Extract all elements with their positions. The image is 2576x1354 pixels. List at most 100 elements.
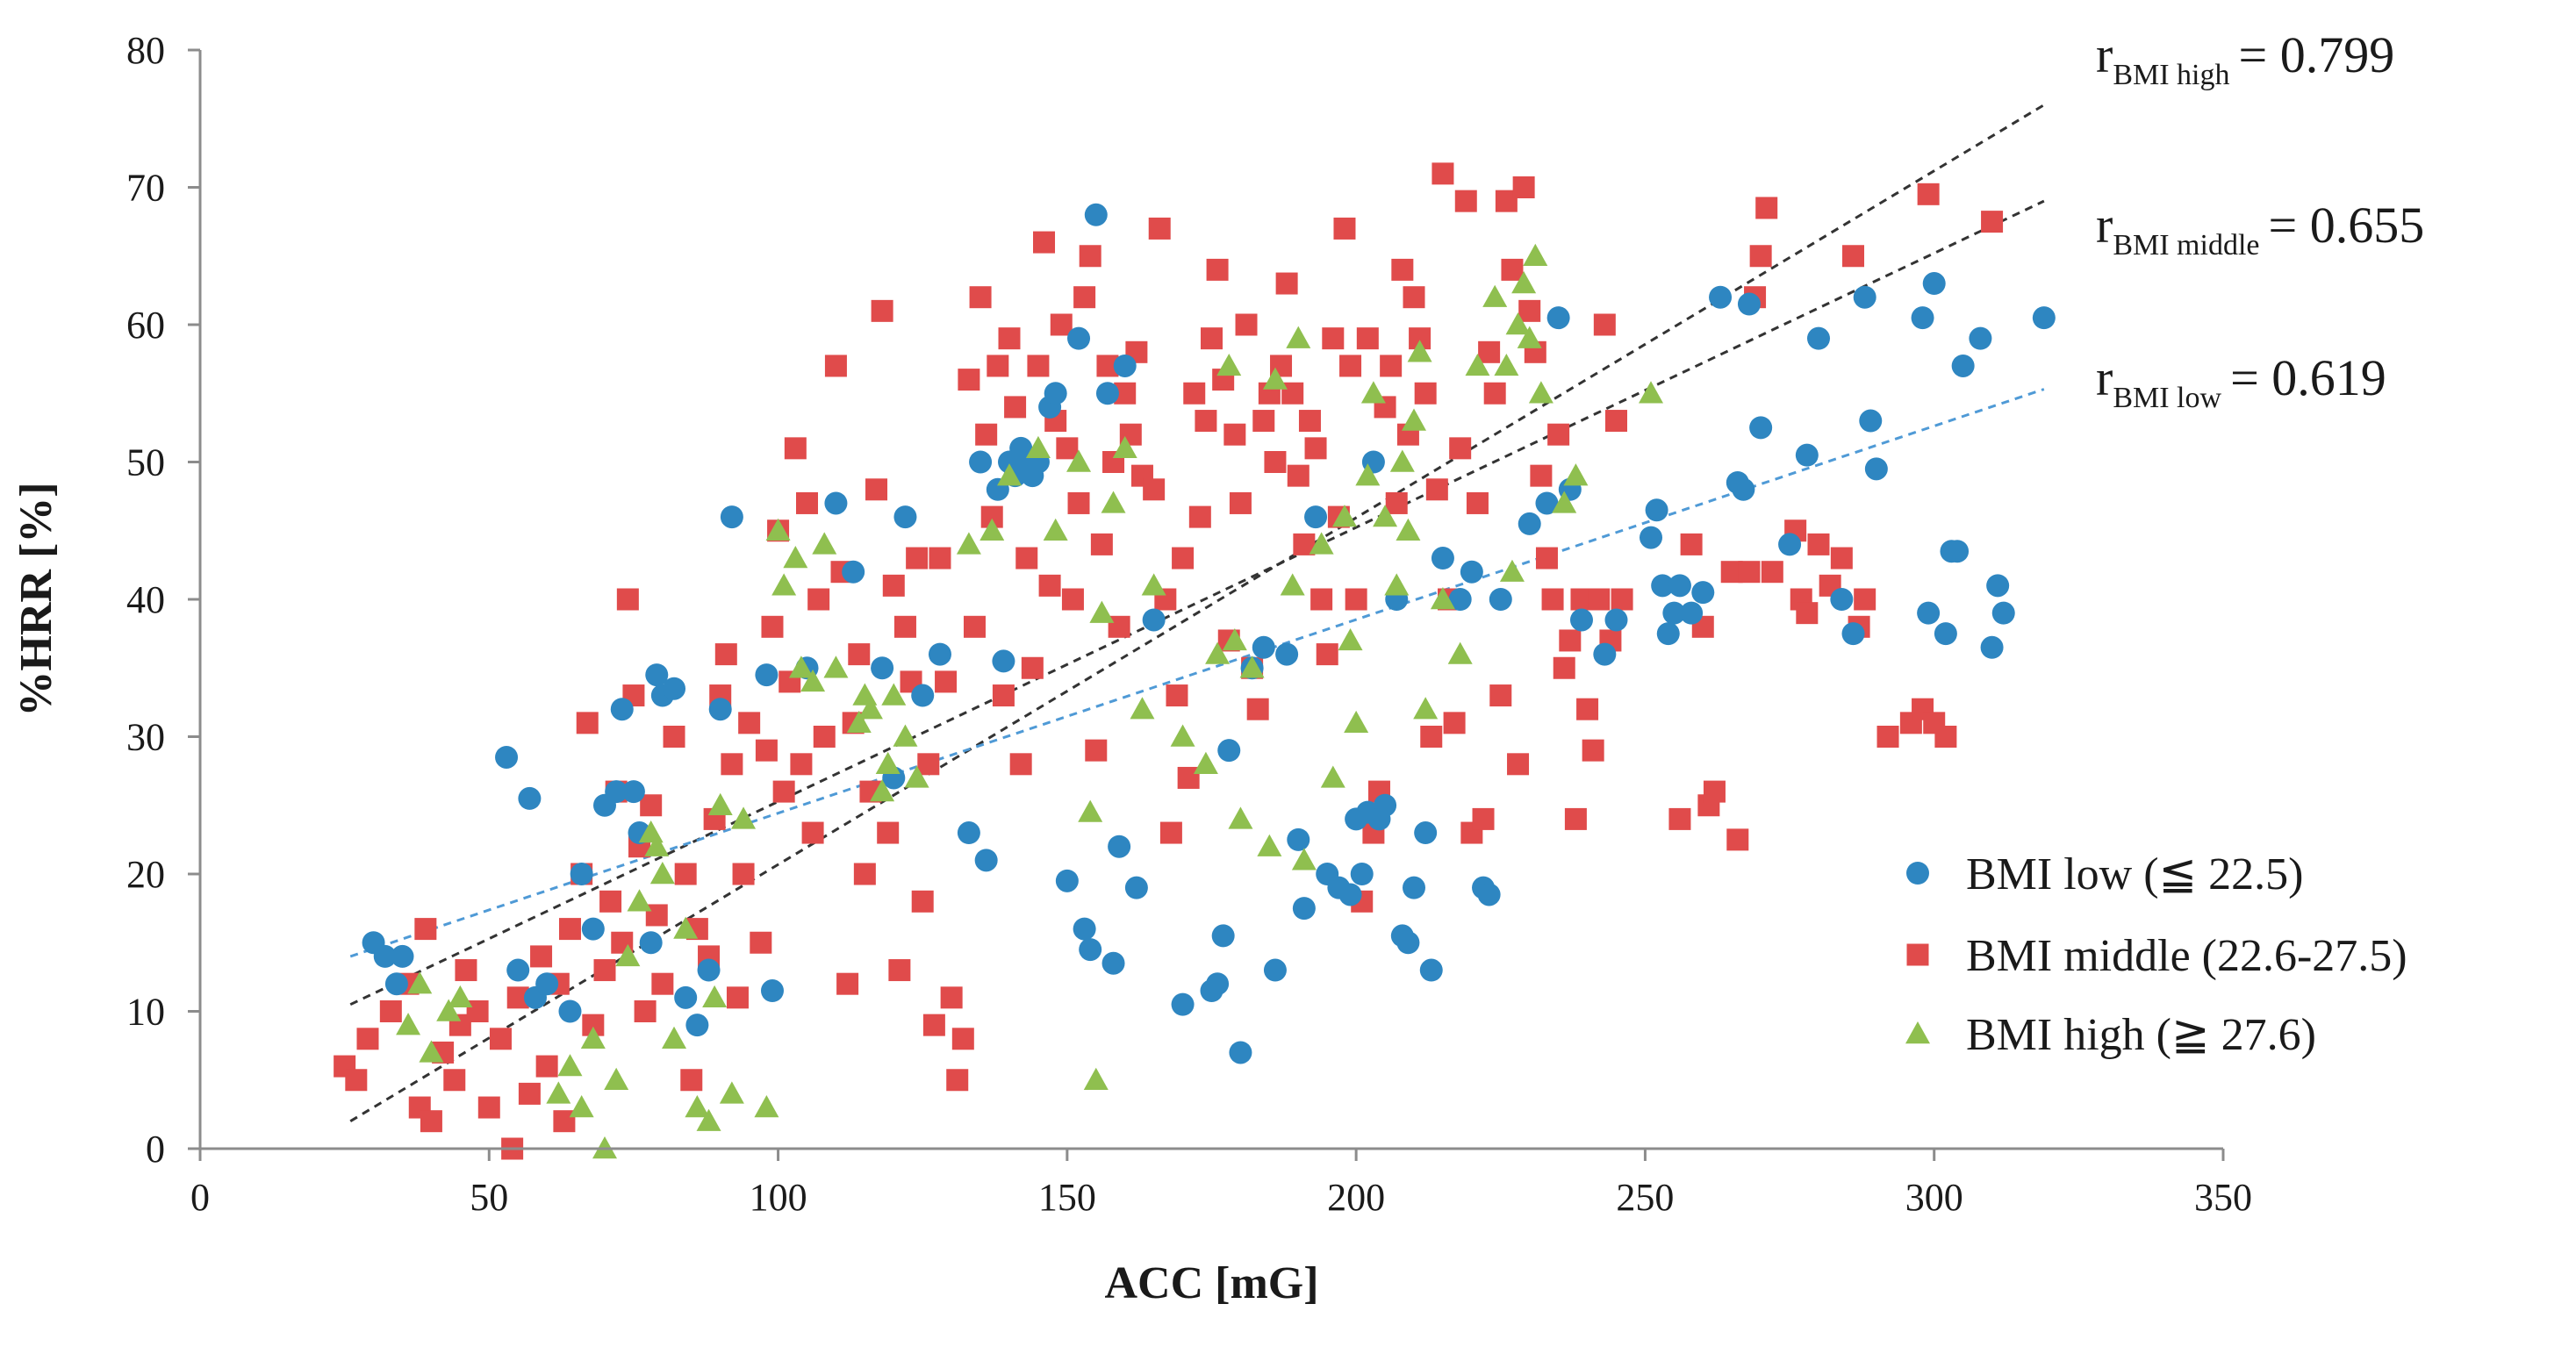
point-middle xyxy=(1466,491,1489,514)
point-low xyxy=(1546,306,1570,330)
point-middle xyxy=(1235,313,1258,336)
point-middle xyxy=(1830,547,1853,570)
point-middle xyxy=(813,726,836,748)
point-low xyxy=(1252,635,1275,659)
x-tick-label: 0 xyxy=(190,1176,210,1219)
point-high xyxy=(1447,641,1473,664)
point-low xyxy=(1656,622,1680,646)
point-low xyxy=(1073,917,1096,941)
point-low xyxy=(1067,326,1091,350)
point-middle xyxy=(1275,272,1298,295)
point-low xyxy=(1079,938,1102,962)
point-middle xyxy=(1432,162,1454,185)
point-low xyxy=(708,698,732,721)
point-low xyxy=(1911,306,1934,330)
point-middle xyxy=(1067,491,1090,514)
point-middle xyxy=(455,959,477,982)
point-high xyxy=(662,1026,687,1049)
point-high xyxy=(857,697,883,720)
point-low xyxy=(1737,292,1761,316)
y-tick-label: 10 xyxy=(126,991,165,1034)
point-middle xyxy=(1143,478,1166,501)
point-low xyxy=(824,491,848,515)
point-middle xyxy=(1195,410,1217,433)
point-middle xyxy=(1038,574,1061,597)
point-middle xyxy=(1021,656,1044,679)
point-high xyxy=(870,779,895,802)
point-low xyxy=(1350,863,1374,885)
point-middle xyxy=(1073,286,1096,309)
point-low xyxy=(645,663,669,687)
point-middle xyxy=(1304,437,1327,460)
point-middle xyxy=(969,286,992,309)
point-middle xyxy=(992,684,1015,707)
point-middle xyxy=(1246,698,1269,720)
point-middle xyxy=(1050,313,1073,336)
point-middle xyxy=(1403,286,1425,309)
point-low xyxy=(1113,354,1137,377)
point-low xyxy=(1864,457,1888,481)
point-high xyxy=(1170,724,1195,747)
point-high xyxy=(1066,449,1092,472)
y-tick-label: 30 xyxy=(126,716,165,759)
point-middle xyxy=(530,945,553,968)
point-middle xyxy=(1027,355,1050,377)
r-symbol: r xyxy=(2096,26,2113,83)
x-tick-label: 300 xyxy=(1905,1176,1963,1219)
point-middle xyxy=(1166,684,1188,707)
point-middle xyxy=(477,1096,500,1119)
point-low xyxy=(1980,635,2004,659)
point-middle xyxy=(1056,437,1079,460)
point-low xyxy=(720,505,743,529)
point-middle xyxy=(1009,753,1032,776)
point-high xyxy=(1389,449,1415,472)
point-high xyxy=(1101,491,1126,513)
point-middle xyxy=(1535,547,1558,570)
point-middle xyxy=(755,739,778,762)
point-high xyxy=(1130,697,1155,720)
x-tick-label: 150 xyxy=(1038,1176,1096,1219)
point-middle xyxy=(1229,491,1252,514)
point-middle xyxy=(1582,739,1604,762)
point-middle xyxy=(807,588,830,611)
point-middle xyxy=(1183,382,1206,405)
legend-marker-high xyxy=(1905,1021,1930,1044)
point-low xyxy=(1206,972,1230,996)
point-high xyxy=(1112,435,1137,459)
point-middle xyxy=(882,574,905,597)
point-high xyxy=(436,999,462,1021)
point-high xyxy=(1402,408,1426,431)
point-low xyxy=(1778,533,1802,556)
point-middle xyxy=(1854,588,1876,611)
point-middle xyxy=(1703,780,1726,803)
point-low xyxy=(1055,869,1079,892)
point-high xyxy=(1360,381,1386,404)
point-high xyxy=(1552,491,1577,513)
point-low xyxy=(621,780,645,804)
point-middle xyxy=(1425,478,1448,501)
point-middle xyxy=(1385,491,1408,514)
point-low xyxy=(1211,924,1235,948)
point-middle xyxy=(518,1082,541,1105)
point-low xyxy=(558,999,582,1023)
point-middle xyxy=(1015,547,1038,570)
point-middle xyxy=(790,753,813,776)
point-middle xyxy=(1148,217,1171,240)
x-tick-group: 0 50 100 150 200 250 300 350 xyxy=(190,1149,2252,1219)
point-middle xyxy=(1530,464,1553,487)
point-low xyxy=(928,642,951,666)
point-low xyxy=(911,684,935,707)
point-low xyxy=(2032,306,2056,330)
point-middle xyxy=(616,588,639,611)
point-high xyxy=(1216,353,1242,376)
legend: BMI low (≦ 22.5) BMI middle (22.6-27.5) BM… xyxy=(1905,849,2407,1060)
point-low xyxy=(663,677,686,700)
point-low xyxy=(1414,821,1438,845)
point-middle xyxy=(634,1000,657,1022)
point-high xyxy=(875,751,901,774)
point-high xyxy=(1639,381,1664,404)
point-middle xyxy=(935,670,958,693)
x-tick-label: 100 xyxy=(750,1176,807,1219)
point-low xyxy=(1287,827,1310,851)
